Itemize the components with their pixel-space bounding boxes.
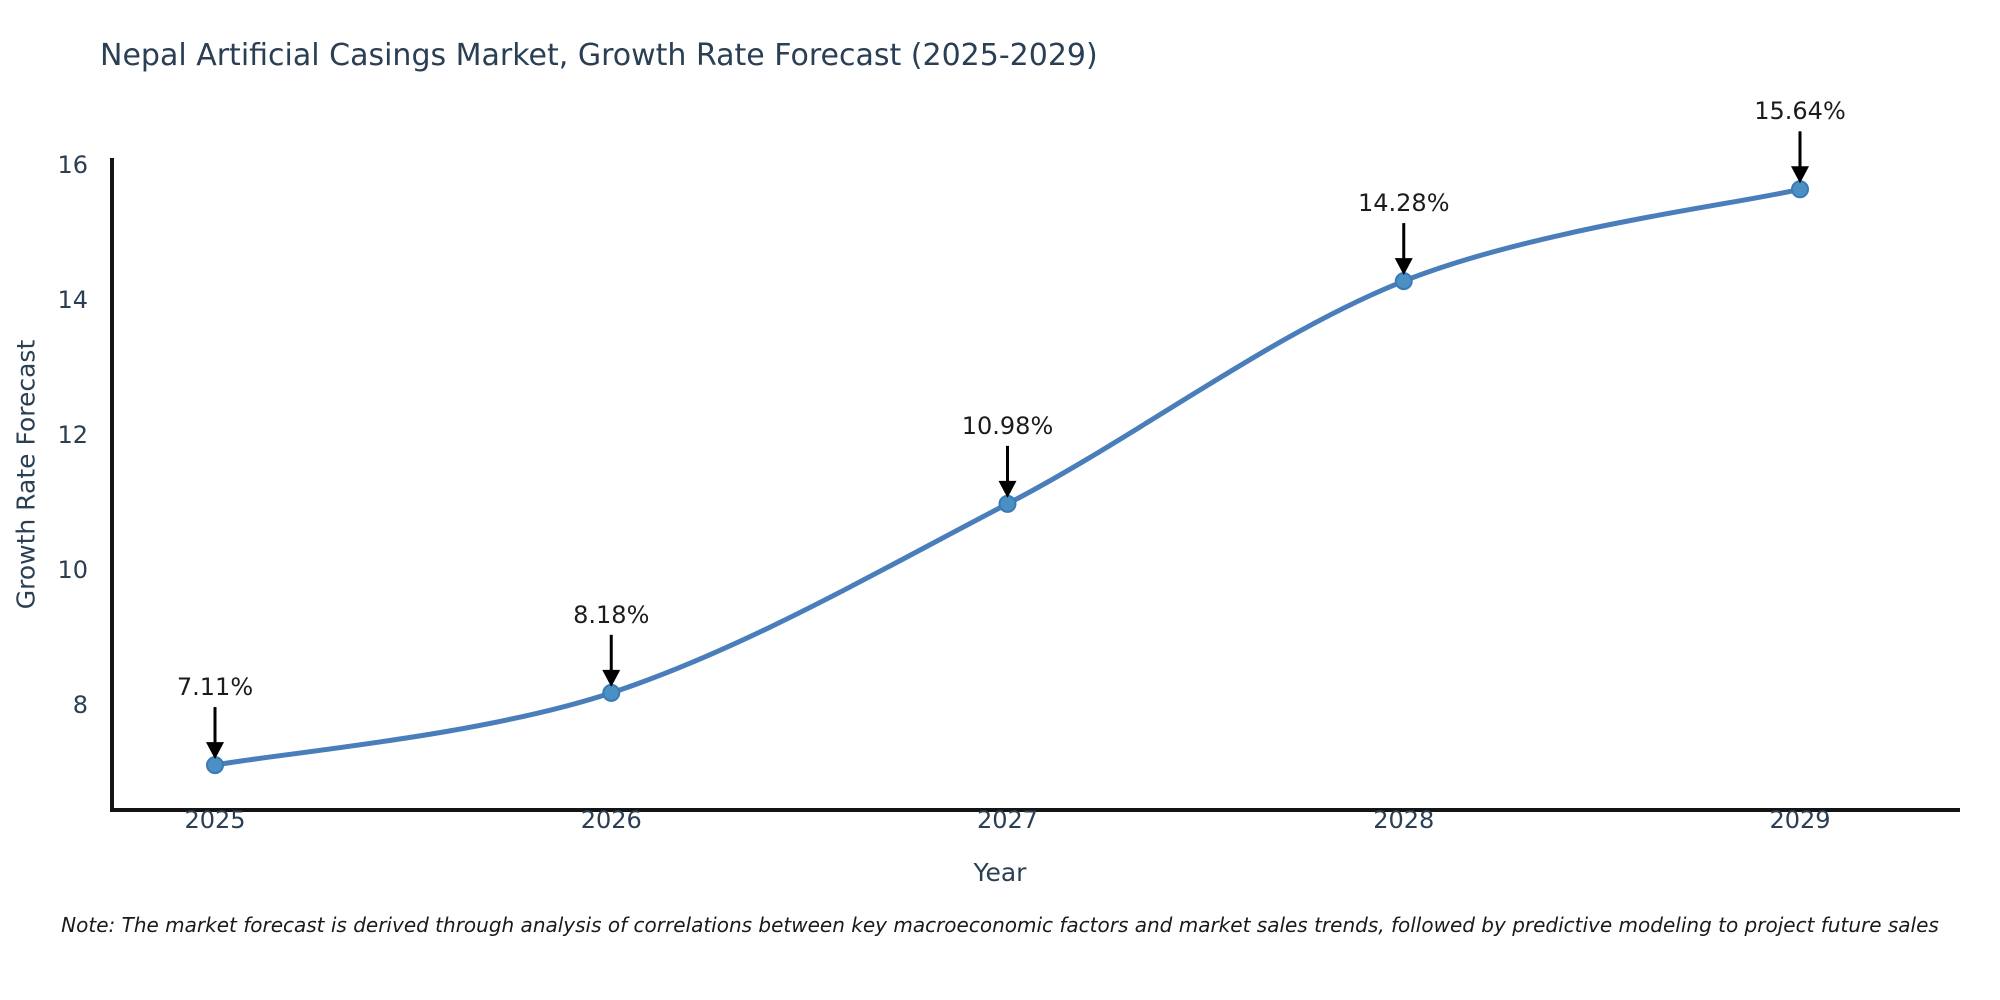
data-point-markers [206, 180, 1809, 775]
annotation-arrow-head [602, 669, 621, 687]
x-axis-tick-label: 2029 [1769, 806, 1831, 834]
data-point-label: 15.64% [1754, 97, 1846, 126]
x-axis-tick-label: 2025 [184, 806, 246, 834]
y-axis-tick-label: 10 [57, 556, 88, 584]
data-point-marker[interactable] [998, 494, 1017, 513]
y-axis-tick-label: 12 [57, 421, 88, 449]
x-axis-title: Year [0, 858, 2000, 887]
x-axis-tick-label: 2027 [976, 806, 1039, 834]
y-axis-tick-label: 14 [57, 286, 88, 314]
data-point-label: 8.18% [573, 600, 650, 629]
data-point-marker[interactable] [1791, 180, 1809, 199]
data-point-marker[interactable] [1394, 272, 1413, 291]
data-point-label: 10.98% [961, 411, 1054, 440]
chart-footnote: Note: The market forecast is derived thr… [61, 913, 1939, 937]
annotation-arrow-head [998, 480, 1017, 498]
data-point-marker[interactable] [206, 756, 224, 775]
data-point-label: 7.11% [176, 673, 254, 702]
data-point-label: 14.28% [1357, 189, 1450, 218]
annotation-arrow-head [206, 742, 224, 760]
y-axis-tick-label: 8 [72, 691, 88, 719]
chart-title: Nepal Artificial Casings Market, Growth … [100, 38, 1098, 73]
x-axis-tick-label: 2026 [580, 806, 642, 834]
x-axis-title-text: Year [973, 858, 1027, 887]
y-axis-tick-label: 16 [57, 151, 88, 179]
annotation-arrow-head [1791, 166, 1809, 184]
annotation-arrows [206, 131, 1809, 760]
x-axis-tick-label: 2028 [1373, 806, 1435, 834]
data-point-marker[interactable] [602, 683, 621, 702]
annotation-arrow-head [1394, 258, 1413, 276]
axes-layer [110, 158, 1960, 812]
